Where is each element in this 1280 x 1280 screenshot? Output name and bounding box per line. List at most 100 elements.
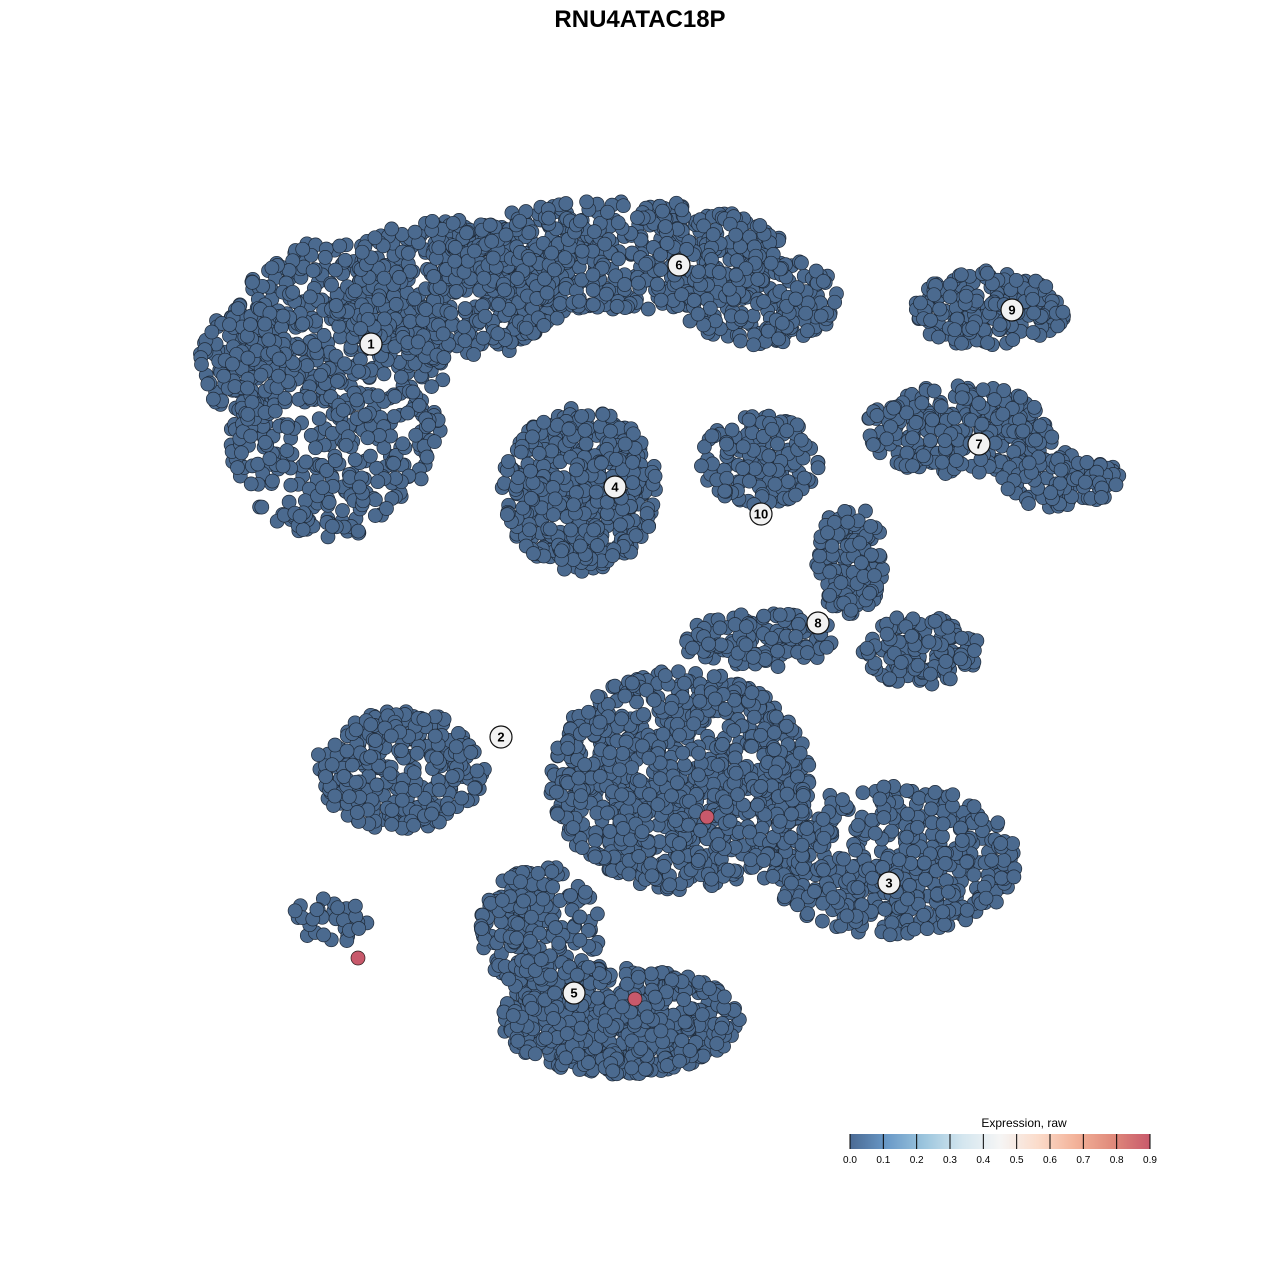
data-point <box>376 366 392 382</box>
data-point <box>650 276 665 292</box>
data-point <box>408 427 424 443</box>
data-point <box>971 396 987 411</box>
data-point <box>531 446 547 461</box>
data-point <box>764 630 779 646</box>
data-point <box>579 194 594 210</box>
data-point <box>746 337 761 353</box>
data-point <box>614 711 629 727</box>
data-point <box>632 773 648 789</box>
data-point <box>767 476 783 492</box>
data-point <box>602 745 618 761</box>
data-point <box>363 749 378 765</box>
data-point <box>349 805 365 820</box>
data-point <box>501 454 516 469</box>
data-point <box>674 287 690 302</box>
data-point <box>485 250 501 266</box>
data-point <box>449 284 464 299</box>
data-point <box>1077 474 1093 490</box>
data-point <box>279 443 295 458</box>
data-point <box>574 840 590 856</box>
data-point <box>418 302 434 317</box>
data-point <box>717 483 733 499</box>
data-point <box>565 820 581 836</box>
data-point <box>230 301 246 316</box>
data-point <box>262 451 278 467</box>
data-point <box>467 780 482 796</box>
data-point <box>587 849 603 865</box>
data-point <box>954 390 970 406</box>
data-point <box>1028 432 1043 448</box>
data-point <box>578 436 594 452</box>
data-point <box>451 726 466 741</box>
data-point <box>536 414 552 430</box>
data-point <box>720 862 736 878</box>
data-point <box>525 429 540 445</box>
data-point <box>1025 291 1041 307</box>
data-point <box>812 548 828 564</box>
data-point <box>1021 496 1036 511</box>
points-layer <box>193 194 1127 1082</box>
data-point <box>715 737 730 752</box>
data-point <box>819 639 834 655</box>
data-point <box>370 388 386 404</box>
data-point <box>763 255 779 271</box>
data-point <box>670 775 685 791</box>
data-point <box>482 217 498 233</box>
data-point <box>980 265 995 281</box>
data-point <box>429 750 445 766</box>
data-point <box>691 264 706 280</box>
data-point <box>899 445 915 461</box>
data-point <box>772 607 788 623</box>
data-point <box>424 213 440 229</box>
data-point <box>384 221 399 237</box>
data-point <box>407 291 423 307</box>
data-point <box>1050 318 1066 334</box>
data-point <box>590 689 605 704</box>
data-point <box>992 317 1008 333</box>
data-point <box>394 792 410 808</box>
data-point <box>313 367 329 383</box>
data-point <box>625 475 640 490</box>
data-point <box>302 289 318 305</box>
data-point <box>965 320 981 336</box>
data-point <box>409 746 425 761</box>
data-point <box>311 411 327 427</box>
data-point <box>466 347 481 362</box>
data-point <box>753 727 769 743</box>
data-point <box>299 358 315 373</box>
data-point <box>518 320 534 336</box>
data-point <box>711 265 727 280</box>
data-point <box>544 245 559 261</box>
data-point <box>204 324 220 340</box>
data-point <box>557 250 573 266</box>
data-point <box>347 283 363 299</box>
data-point <box>200 376 216 392</box>
data-point <box>469 763 485 779</box>
data-point <box>647 468 663 484</box>
data-point <box>254 499 270 515</box>
data-point <box>707 691 723 707</box>
data-point <box>690 306 706 322</box>
data-point <box>1005 332 1021 347</box>
data-point <box>597 236 613 252</box>
data-point <box>1000 481 1016 497</box>
data-point <box>1108 477 1124 493</box>
data-point <box>230 460 245 475</box>
data-point <box>424 379 439 394</box>
data-point <box>779 786 795 802</box>
data-point <box>339 743 355 759</box>
data-point <box>712 620 728 636</box>
data-point <box>573 788 589 804</box>
data-point <box>938 654 954 669</box>
data-point <box>879 431 895 447</box>
data-point <box>948 453 964 468</box>
data-point <box>628 528 644 544</box>
data-point <box>953 651 968 667</box>
data-point <box>419 449 435 465</box>
data-point <box>726 723 742 738</box>
data-point <box>638 256 654 272</box>
data-point <box>788 629 804 644</box>
data-point <box>382 766 398 782</box>
data-point <box>522 251 537 267</box>
data-point <box>337 356 352 372</box>
